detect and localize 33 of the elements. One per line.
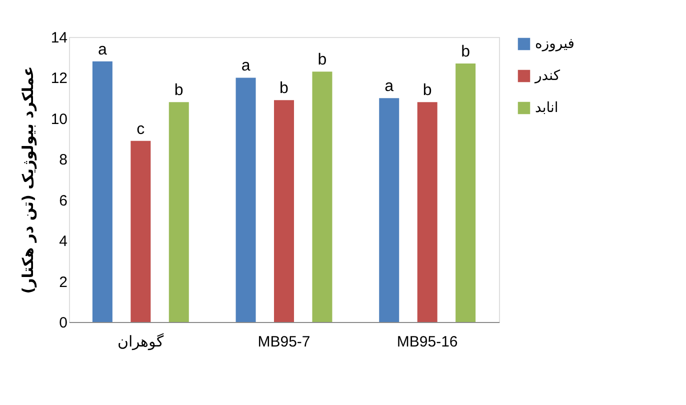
data-label: a (384, 78, 394, 96)
bar (92, 61, 112, 322)
data-label: a (98, 41, 107, 58)
data-label: b (280, 80, 289, 98)
legend-label: کندر (534, 68, 560, 84)
bar (236, 78, 256, 322)
data-label: b (422, 82, 432, 100)
bar (274, 100, 294, 322)
data-label: c (136, 120, 145, 138)
y-tick-label: 12 (50, 70, 68, 88)
bar (168, 102, 189, 322)
bar (130, 140, 151, 322)
y-tick-label: 8 (59, 152, 68, 169)
y-tick-label: 4 (59, 233, 68, 250)
data-label: b (174, 82, 184, 100)
data-label: b (318, 52, 327, 69)
y-tick-label: 0 (59, 314, 68, 332)
data-label: a (241, 58, 250, 75)
bar (312, 72, 332, 322)
y-tick-label: 2 (59, 274, 68, 291)
legend-label: فیروزه (535, 36, 574, 52)
x-tick-label: گوهران (118, 332, 165, 350)
bar (417, 102, 438, 322)
x-tick-label: MB95-16 (396, 334, 458, 350)
bar (379, 98, 400, 322)
y-tick-label: 10 (50, 110, 68, 128)
data-label: b (461, 43, 470, 60)
bar (456, 63, 476, 322)
y-tick-label: 6 (59, 192, 68, 210)
legend-label: انابد (535, 100, 558, 116)
y-tick-label: 14 (50, 30, 68, 46)
y-axis-title: عملکرد بیولوژیک (تن در هکتار) (18, 66, 37, 294)
x-tick-label: MB95-7 (258, 334, 310, 350)
